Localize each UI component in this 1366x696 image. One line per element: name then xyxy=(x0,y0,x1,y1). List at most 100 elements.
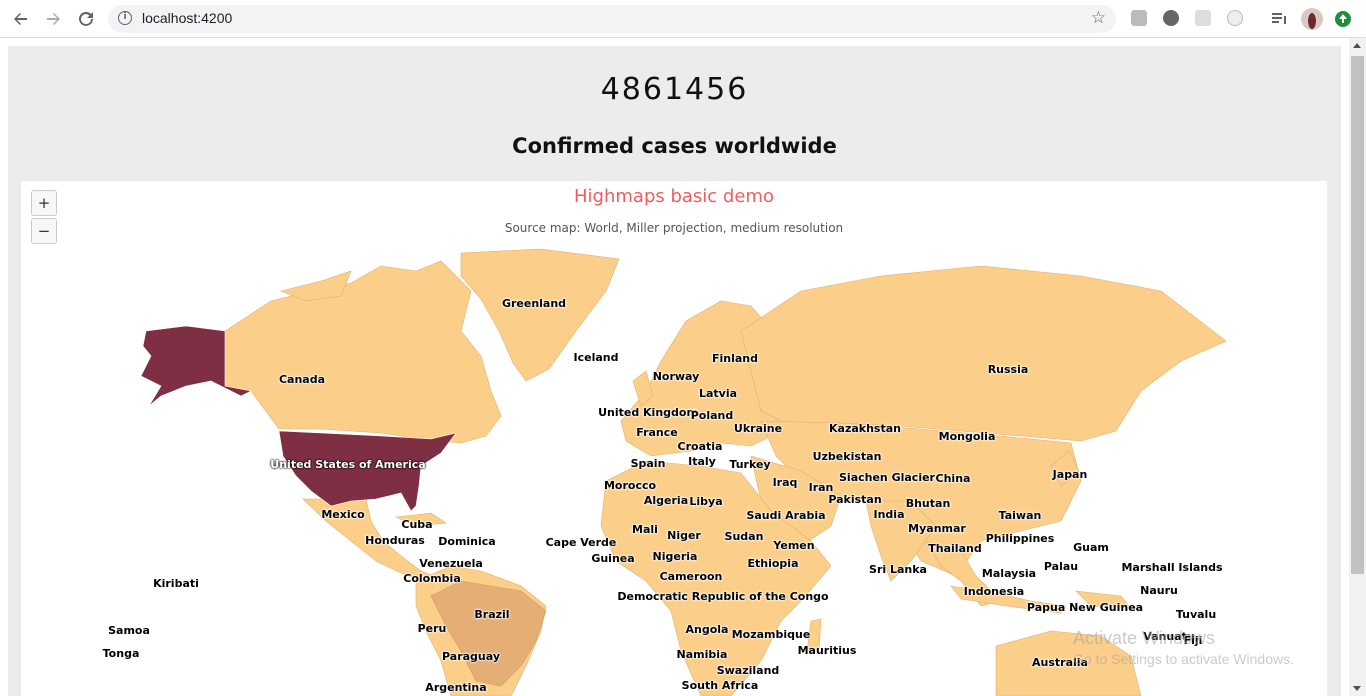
country-label[interactable]: Bhutan xyxy=(905,497,951,510)
country-label[interactable]: Vanuatu xyxy=(1143,630,1195,643)
country-label[interactable]: Thailand xyxy=(928,542,982,555)
extension-icon[interactable] xyxy=(1227,10,1243,26)
country-label[interactable]: Siachen Glacier xyxy=(839,471,935,484)
country-label[interactable]: Papua New Guinea xyxy=(1026,601,1144,614)
country-label[interactable]: Sudan xyxy=(724,530,764,543)
country-label[interactable]: Mauritius xyxy=(797,644,857,657)
country-label[interactable]: Saudi Arabia xyxy=(746,509,826,522)
country-label[interactable]: Cuba xyxy=(401,518,433,531)
country-label[interactable]: Tonga xyxy=(102,647,140,660)
country-label[interactable]: Iceland xyxy=(573,351,619,364)
zoom-out-button[interactable]: − xyxy=(31,218,57,244)
country-label[interactable]: Taiwan xyxy=(998,509,1042,522)
country-label[interactable]: Australia xyxy=(1032,656,1088,669)
update-icon[interactable] xyxy=(1335,11,1351,27)
info-icon[interactable]: i xyxy=(118,11,132,25)
country-label[interactable]: Venezuela xyxy=(419,557,483,570)
zoom-in-button[interactable]: + xyxy=(31,190,57,216)
country-label[interactable]: Poland xyxy=(690,409,734,422)
country-label[interactable]: Samoa xyxy=(108,624,150,637)
country-label[interactable]: Turkey xyxy=(729,458,771,471)
forward-arrow-icon[interactable] xyxy=(41,7,65,31)
world-map-chart[interactable]: Highmaps basic demo Source map: World, M… xyxy=(21,181,1327,696)
reload-icon[interactable] xyxy=(74,7,98,31)
map-shapes[interactable] xyxy=(21,181,1327,696)
country-label[interactable]: Norway xyxy=(652,370,700,383)
country-label[interactable]: Malaysia xyxy=(981,567,1037,580)
star-icon[interactable]: ☆ xyxy=(1090,8,1106,28)
country-label[interactable]: Namibia xyxy=(676,648,728,661)
country-label[interactable]: Ethiopia xyxy=(747,557,799,570)
extension-icon[interactable] xyxy=(1131,10,1147,26)
country-label[interactable]: Nigeria xyxy=(652,550,698,563)
country-label[interactable]: Peru xyxy=(417,622,447,635)
country-label[interactable]: Honduras xyxy=(365,534,425,547)
country-label[interactable]: Paraguay xyxy=(442,650,500,663)
country-label[interactable]: Indonesia xyxy=(963,585,1025,598)
country-label[interactable]: Philippines xyxy=(985,532,1055,545)
country-label[interactable]: Nauru xyxy=(1140,584,1178,597)
country-label[interactable]: Mozambique xyxy=(731,628,811,641)
back-arrow-icon[interactable] xyxy=(9,7,33,31)
country-label[interactable]: Latvia xyxy=(698,387,738,400)
vertical-scrollbar[interactable] xyxy=(1349,38,1366,696)
country-label[interactable]: Greenland xyxy=(501,297,567,310)
country-label[interactable]: Argentina xyxy=(425,681,487,694)
country-label[interactable]: United States of America xyxy=(270,458,426,471)
country-label[interactable]: Sri Lanka xyxy=(869,563,927,576)
country-label[interactable]: Tuvalu xyxy=(1175,608,1217,621)
country-label[interactable]: Angola xyxy=(685,623,729,636)
scroll-up-arrow-icon[interactable] xyxy=(1353,43,1361,48)
region-usa[interactable] xyxy=(140,325,457,512)
country-label[interactable]: Iran xyxy=(808,481,834,494)
country-label[interactable]: Morocco xyxy=(603,479,657,492)
country-label[interactable]: Guam xyxy=(1073,541,1109,554)
country-label[interactable]: Brazil xyxy=(474,608,510,621)
country-label[interactable]: Mexico xyxy=(321,508,365,521)
scroll-down-arrow-icon[interactable] xyxy=(1353,686,1361,691)
country-label[interactable]: Yemen xyxy=(773,539,815,552)
country-label[interactable]: China xyxy=(935,472,971,485)
country-label[interactable]: Uzbekistan xyxy=(812,450,882,463)
region-uk xyxy=(632,370,654,407)
country-label[interactable]: Guinea xyxy=(591,552,635,565)
country-label[interactable]: Algeria xyxy=(643,494,689,507)
country-label[interactable]: Mali xyxy=(632,523,658,536)
country-label[interactable]: India xyxy=(873,508,905,521)
country-label[interactable]: Dominica xyxy=(438,535,496,548)
extension-icon[interactable] xyxy=(1163,10,1179,26)
address-bar[interactable]: i localhost:4200 ☆ xyxy=(108,5,1116,33)
country-label[interactable]: Kiribati xyxy=(153,577,199,590)
country-label[interactable]: Kazakhstan xyxy=(829,422,901,435)
country-label[interactable]: Marshall Islands xyxy=(1121,561,1223,574)
country-label[interactable]: Canada xyxy=(278,373,326,386)
country-label[interactable]: Colombia xyxy=(403,572,461,585)
extension-icon[interactable] xyxy=(1195,10,1211,26)
country-label[interactable]: South Africa xyxy=(681,679,759,692)
country-label[interactable]: Iraq xyxy=(772,476,798,489)
country-label[interactable]: Finland xyxy=(711,352,759,365)
country-label[interactable]: Libya xyxy=(689,495,723,508)
country-label[interactable]: Croatia xyxy=(677,440,723,453)
menu-icon[interactable] xyxy=(1271,10,1287,26)
scroll-thumb[interactable] xyxy=(1351,56,1364,574)
profile-avatar[interactable] xyxy=(1301,8,1323,30)
url-text[interactable]: localhost:4200 xyxy=(142,10,233,26)
country-label[interactable]: Russia xyxy=(987,363,1029,376)
country-label[interactable]: Fiji xyxy=(1183,634,1203,647)
country-label[interactable]: Democratic Republic of the Congo xyxy=(617,590,829,603)
country-label[interactable]: Spain xyxy=(630,457,666,470)
country-label[interactable]: Cameroon xyxy=(659,570,723,583)
country-label[interactable]: Italy xyxy=(688,455,716,468)
country-label[interactable]: Palau xyxy=(1043,560,1079,573)
country-label[interactable]: Niger xyxy=(667,529,701,542)
country-label[interactable]: Ukraine xyxy=(733,422,783,435)
country-label[interactable]: Pakistan xyxy=(828,493,882,506)
country-label[interactable]: United Kingdom xyxy=(598,406,698,419)
country-label[interactable]: France xyxy=(636,426,678,439)
country-label[interactable]: Japan xyxy=(1052,468,1088,481)
country-label[interactable]: Cape Verde xyxy=(545,536,617,549)
country-label[interactable]: Myanmar xyxy=(908,522,966,535)
country-label[interactable]: Swaziland xyxy=(716,664,780,677)
country-label[interactable]: Mongolia xyxy=(938,430,996,443)
